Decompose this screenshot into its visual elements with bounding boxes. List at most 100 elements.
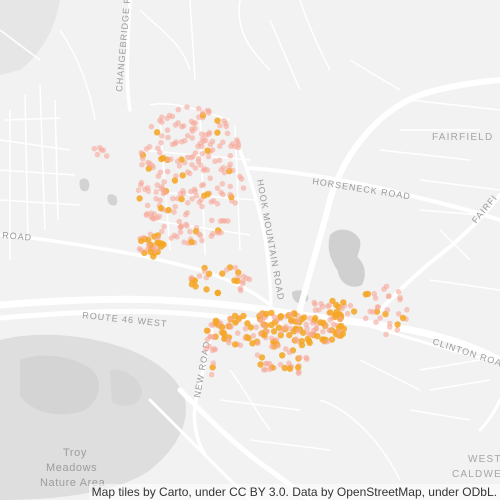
data-point: [219, 181, 226, 187]
data-point: [312, 307, 319, 313]
data-point: [268, 335, 275, 342]
data-point: [199, 151, 206, 157]
data-point: [172, 122, 179, 128]
data-point: [155, 145, 161, 152]
data-point: [196, 199, 203, 206]
data-point: [176, 163, 183, 169]
data-point: [209, 147, 216, 153]
data-point: [277, 361, 284, 368]
data-point: [224, 130, 231, 137]
data-point: [268, 309, 275, 317]
data-point: [249, 340, 256, 347]
label-meadows: Meadows: [46, 462, 97, 474]
data-point: [255, 340, 261, 347]
data-point: [286, 349, 293, 356]
data-point: [337, 322, 345, 330]
data-point: [304, 335, 311, 343]
data-point: [311, 299, 318, 306]
data-point: [196, 231, 202, 237]
data-point: [176, 218, 182, 225]
data-point: [235, 269, 242, 276]
data-point: [208, 233, 215, 239]
data-point: [303, 354, 310, 361]
data-point: [381, 286, 387, 292]
data-point: [205, 270, 213, 277]
data-point: [313, 325, 320, 332]
data-point: [208, 322, 214, 328]
data-point: [199, 237, 205, 244]
data-point: [192, 283, 199, 290]
data-point: [333, 301, 340, 309]
data-point: [177, 229, 184, 235]
data-point: [220, 139, 226, 145]
data-point: [206, 343, 212, 350]
data-point: [204, 167, 211, 173]
data-point: [199, 131, 205, 137]
data-point: [228, 324, 234, 330]
data-point: [221, 331, 228, 338]
data-point: [286, 331, 293, 339]
data-point: [184, 210, 190, 216]
data-point: [222, 120, 229, 127]
data-point: [210, 360, 217, 366]
data-point: [193, 192, 200, 199]
data-point: [195, 158, 202, 165]
data-point: [157, 243, 165, 250]
data-point: [327, 327, 333, 334]
data-point: [217, 122, 223, 129]
data-point: [237, 285, 244, 292]
data-point: [201, 268, 208, 275]
data-point: [218, 166, 224, 173]
data-point: [154, 182, 161, 188]
data-point: [373, 319, 379, 326]
data-point: [304, 325, 310, 332]
data-point: [165, 206, 172, 214]
label-troy: Troy: [63, 447, 87, 459]
data-point: [326, 302, 333, 308]
data-point: [214, 289, 222, 297]
data-point: [254, 352, 261, 358]
data-point: [94, 151, 101, 158]
data-point: [190, 153, 196, 160]
data-point: [245, 334, 252, 342]
data-point: [339, 330, 346, 337]
data-point: [215, 230, 221, 236]
data-point: [144, 202, 151, 209]
data-point: [271, 314, 278, 320]
data-point: [188, 238, 195, 246]
data-point: [148, 123, 155, 130]
data-point: [344, 310, 351, 317]
data-point: [320, 328, 326, 335]
data-point: [158, 139, 164, 146]
data-point: [347, 302, 354, 309]
data-point: [223, 267, 230, 273]
data-point: [337, 316, 344, 322]
data-point: [135, 187, 142, 193]
data-point: [261, 323, 267, 329]
data-point: [206, 131, 212, 137]
data-point: [139, 161, 145, 168]
data-point: [219, 270, 226, 277]
data-point: [174, 234, 180, 240]
data-point: [258, 354, 266, 361]
data-point: [234, 330, 241, 336]
data-point: [170, 195, 176, 202]
data-point: [196, 273, 203, 279]
data-point: [309, 320, 316, 326]
data-point: [138, 247, 144, 253]
data-point: [374, 304, 381, 310]
data-point: [188, 188, 194, 195]
data-point: [174, 158, 181, 164]
data-point: [179, 123, 185, 130]
data-point: [157, 205, 165, 212]
data-point: [383, 331, 389, 338]
road-clinton: [348, 318, 500, 364]
data-point: [157, 149, 163, 156]
data-point: [259, 317, 266, 324]
data-point: [227, 153, 234, 159]
data-point: [179, 172, 186, 179]
data-point: [404, 307, 410, 313]
data-point: [204, 191, 211, 198]
